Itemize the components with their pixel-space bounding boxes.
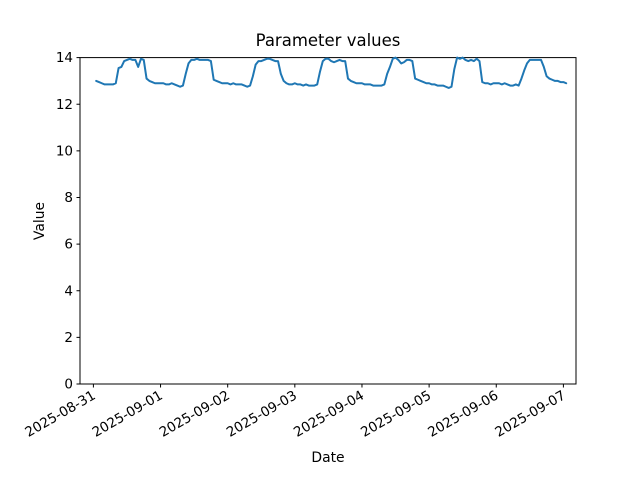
x-tick-label: 2025-09-03	[224, 388, 300, 441]
y-axis-ticks: 0 2 4 6 8 10 12 14	[56, 50, 80, 393]
y-tick-label: 0	[64, 377, 73, 393]
y-tick-label: 14	[56, 50, 73, 66]
y-axis-label: Value	[32, 202, 48, 240]
x-tick-label: 2025-08-31	[22, 388, 98, 441]
x-tick-label: 2025-09-04	[291, 388, 367, 441]
y-tick-label: 10	[56, 143, 73, 159]
x-tick-label: 2025-09-05	[358, 388, 434, 441]
data-series	[95, 56, 568, 89]
chart-title: Parameter values	[256, 31, 401, 50]
data-line	[95, 56, 568, 89]
y-tick-label: 2	[64, 330, 73, 346]
y-tick-label: 8	[64, 190, 73, 206]
y-tick-label: 4	[64, 283, 73, 299]
x-axis-label: Date	[311, 450, 344, 466]
plot-area	[79, 57, 577, 385]
y-tick-label: 12	[56, 97, 73, 113]
x-tick-label: 2025-09-01	[90, 388, 166, 441]
y-tick-label: 6	[64, 237, 73, 253]
x-tick-label: 2025-09-06	[425, 388, 501, 441]
x-axis-ticks: 2025-08-312025-09-012025-09-022025-09-03…	[22, 384, 568, 441]
x-tick-label: 2025-09-07	[492, 388, 568, 441]
x-tick-label: 2025-09-02	[157, 388, 233, 441]
